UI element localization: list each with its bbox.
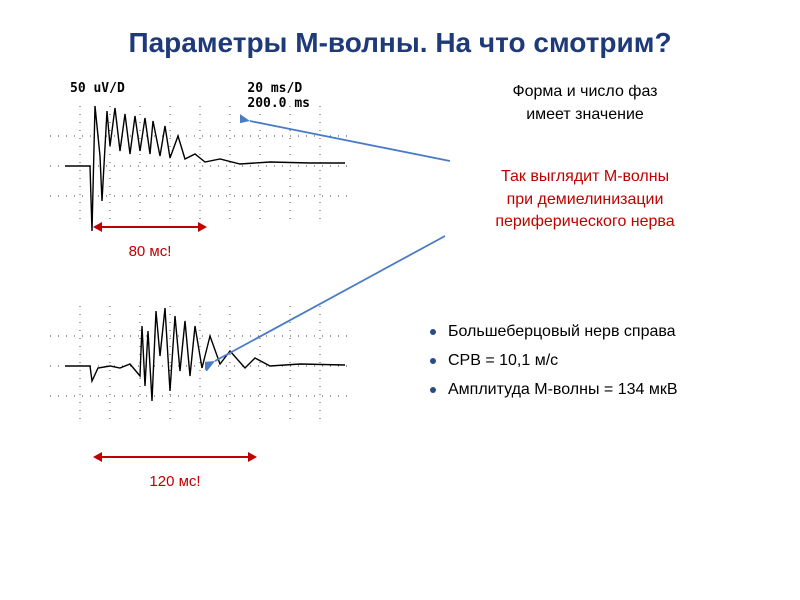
bullet-item: СРВ = 10,1 м/с bbox=[430, 347, 770, 376]
bullet-item: Амплитуда М-волны = 134 мкВ bbox=[430, 376, 770, 405]
dimension-label-2: 120 мс! bbox=[115, 473, 235, 490]
content-area: 50 uV/D 20 ms/D 200.0 ms bbox=[0, 71, 800, 551]
emg-chart: 50 uV/D 20 ms/D 200.0 ms bbox=[50, 81, 370, 481]
scale-voltage: 50 uV/D bbox=[70, 81, 125, 96]
right-panel: Форма и число фаз имеет значение Так выг… bbox=[400, 81, 770, 404]
dimension-arrow-2 bbox=[95, 456, 255, 458]
caption-demyelination: Так выглядит М-волны при демиелинизации … bbox=[400, 166, 770, 233]
slide-title: Параметры М-волны. На что смотрим? bbox=[0, 0, 800, 71]
waveform-1 bbox=[50, 96, 350, 231]
bullet-list: Большеберцовый нерв справа СРВ = 10,1 м/… bbox=[400, 318, 770, 404]
waveform-2 bbox=[50, 296, 350, 431]
bullet-item: Большеберцовый нерв справа bbox=[430, 318, 770, 347]
dimension-arrow-1 bbox=[95, 226, 205, 228]
dimension-label-1: 80 мс! bbox=[105, 243, 195, 260]
caption-shape: Форма и число фаз имеет значение bbox=[400, 81, 770, 126]
